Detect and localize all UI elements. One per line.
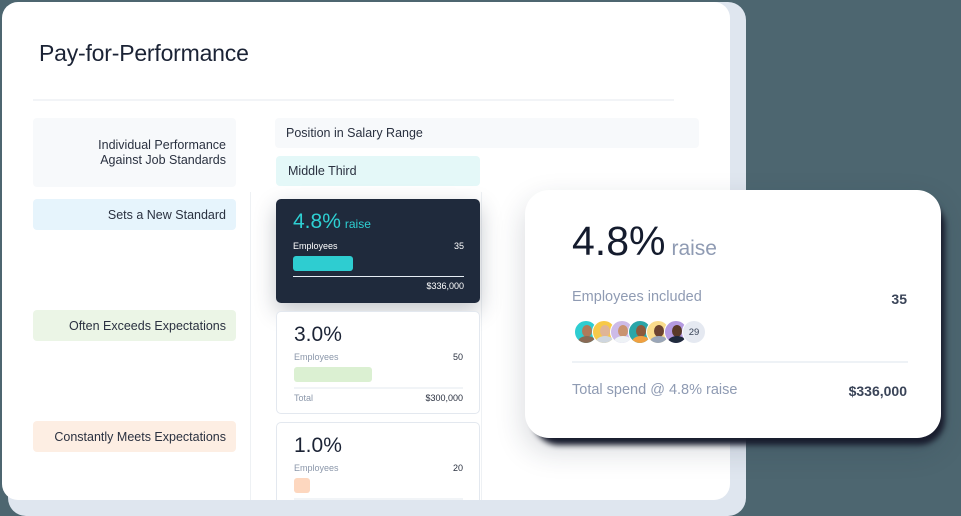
employees-label: Employees [293, 241, 338, 251]
page-title: Pay-for-Performance [39, 40, 249, 66]
row-header-line2: Against Job Standards [100, 152, 226, 167]
column-subheader-middle-third[interactable]: Middle Third [276, 156, 480, 186]
employee-avatar-stack[interactable]: 29 [574, 320, 706, 344]
detail-divider [572, 361, 908, 363]
total-label: Total [294, 393, 314, 403]
column-header-position-in-salary-range: Position in Salary Range [275, 118, 699, 148]
employees-count: 20 [452, 463, 463, 473]
employees-label: Employees [294, 463, 339, 473]
raise-cell-often-exceeds[interactable]: 3.0% Employees 50 Total $300,000 [276, 311, 480, 414]
employees-included-label: Employees included [572, 289, 702, 305]
raise-suffix: raise [344, 217, 371, 231]
row-header-label: Individual Performance Against Job Stand… [33, 118, 236, 187]
total-spend-label: Total spend @ 4.8% raise [572, 382, 738, 398]
employees-label: Employees [294, 352, 339, 362]
employees-bar [294, 478, 310, 493]
employees-count: 50 [452, 352, 463, 362]
employees-row: Employees 35 [293, 241, 464, 251]
employees-row: Employees 20 [294, 463, 463, 473]
total-row: Total $300,000 [294, 393, 463, 403]
title-divider [33, 99, 674, 101]
column-divider [481, 192, 482, 500]
total-value: $300,000 [425, 393, 463, 403]
cell-divider [293, 276, 464, 277]
detail-raise-percent: 4.8% raise [572, 218, 717, 265]
row-label-constantly-meets: Constantly Meets Expectations [33, 421, 236, 452]
raise-percent-value: 4.8% [293, 210, 341, 233]
total-value: $336,000 [426, 281, 464, 291]
row-label-often-exceeds: Often Exceeds Expectations [33, 310, 236, 341]
cell-divider [294, 498, 463, 500]
detail-raise-suffix: raise [671, 237, 717, 260]
employees-included-count: 35 [891, 291, 907, 307]
raise-cell-sets-new-standard[interactable]: 4.8% raise Employees 35 $336,000 [276, 199, 480, 303]
employees-bar [293, 256, 353, 271]
detail-raise-value: 4.8% [572, 218, 666, 264]
more-employees-badge[interactable]: 29 [682, 320, 706, 344]
total-spend-value: $336,000 [848, 383, 907, 399]
raise-cell-constantly-meets[interactable]: 1.0% Employees 20 [276, 422, 480, 500]
employees-count: 35 [453, 241, 464, 251]
raise-percent: 3.0% [294, 323, 342, 346]
cell-divider [294, 387, 463, 389]
row-label-sets-new-standard: Sets a New Standard [33, 199, 236, 230]
raise-detail-card: 4.8% raise Employees included 35 29 Total… [525, 190, 941, 438]
total-row: $336,000 [293, 281, 464, 291]
employees-row: Employees 50 [294, 352, 463, 362]
column-divider [250, 192, 251, 500]
raise-percent: 4.8% raise [293, 209, 464, 237]
row-header-line1: Individual Performance [98, 137, 226, 152]
employees-bar [294, 367, 372, 382]
raise-percent: 1.0% [294, 434, 342, 457]
